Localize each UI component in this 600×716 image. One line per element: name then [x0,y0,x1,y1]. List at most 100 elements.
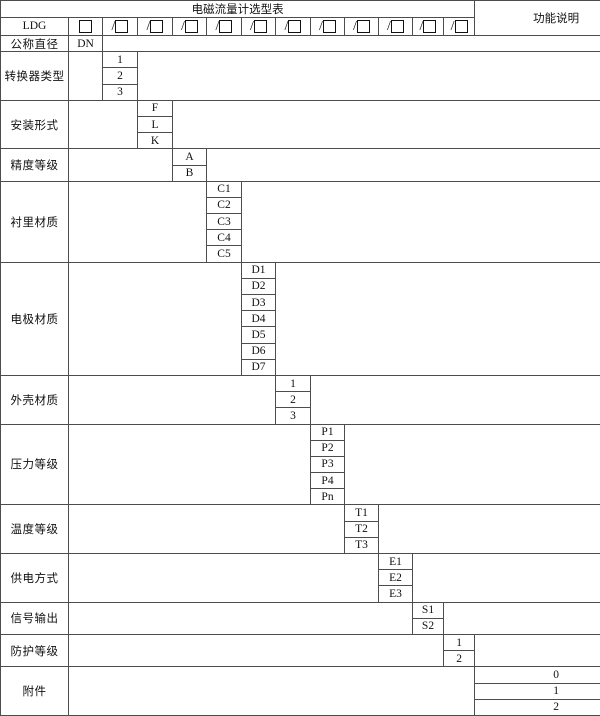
code-cell-8-0[interactable]: T1 [344,504,379,522]
code-cell-1-2[interactable]: 3 [102,83,138,101]
row-label-5: 电极材质 [0,261,69,376]
table-row: 精度等级A0.5级 [0,148,600,182]
empty-box-icon [253,20,267,33]
code-cell-2-1[interactable]: L [137,115,173,134]
code-cell-1-0[interactable]: 1 [102,51,138,69]
slash-separator: / [419,19,424,34]
row-label-1: 转换器类型 [0,51,69,101]
code-cell-9-1[interactable]: E2 [378,569,413,587]
filler-right-9 [411,553,600,603]
code-cell-7-3[interactable]: P4 [310,472,345,490]
code-cell-5-5[interactable]: D6 [241,342,276,360]
code-cell-5-2[interactable]: D3 [241,293,276,312]
filler-right-2 [171,99,600,150]
code-cell-11-1[interactable]: 2 [442,650,476,668]
filler-left-9 [68,553,379,603]
model-box-8[interactable]: / [344,17,379,36]
code-cell-4-4[interactable]: C5 [206,245,242,263]
table-row: 附件0不接地 [0,666,600,716]
model-box-9[interactable]: / [378,17,413,36]
code-cell-5-1[interactable]: D2 [241,277,276,296]
code-cell-1-1[interactable]: 2 [102,67,138,85]
code-cell-10-0[interactable]: S1 [412,601,444,619]
row-label-6: 外壳材质 [0,374,69,425]
slash-separator: / [387,19,391,34]
empty-box-icon [150,20,164,33]
model-box-6[interactable]: / [275,17,311,36]
model-box-7[interactable]: / [310,17,345,36]
code-cell-4-2[interactable]: C3 [206,213,242,231]
filler-left-1 [68,51,103,101]
filler-right-8 [377,504,600,554]
filler-left-3 [68,148,173,182]
code-cell-3-0[interactable]: A [172,148,207,166]
filler-right-5 [274,261,600,376]
slash-separator: / [450,19,455,34]
code-cell-6-2[interactable]: 3 [275,407,311,425]
filler-left-10 [68,601,413,635]
table-row: 2刮刀电极 [1,698,600,716]
table-row: E224VDC [1,569,600,587]
empty-box-icon [79,20,92,33]
code-cell-7-2[interactable]: P3 [310,455,345,474]
code-cell-10-1[interactable]: S2 [412,617,444,635]
slash-separator: / [353,19,357,34]
code-cell-12-1[interactable]: 1 [474,682,600,700]
filler-left-11 [68,633,444,668]
code-cell-12-2[interactable]: 2 [474,698,600,716]
filler-left-6 [68,374,276,425]
filler-left-5 [68,261,242,376]
code-cell-8-1[interactable]: T2 [344,520,379,538]
filler-right-11 [474,633,600,668]
table-row: P31.0MPa（DN200~DN600） [1,455,600,474]
code-cell-6-0[interactable]: 1 [275,374,311,393]
filler-right-10 [442,601,600,635]
code-cell-2-2[interactable]: K [137,132,173,150]
model-box-2[interactable]: / [137,17,173,36]
table-row: P21.6MPa（DN15~150） [1,439,600,457]
code-cell-2-0[interactable]: F [137,99,173,117]
code-cell-8-2[interactable]: T3 [344,536,379,555]
code-cell-7-4[interactable]: Pn [310,488,345,506]
code-cell-7-1[interactable]: P2 [310,439,345,457]
filler-left-2 [68,99,138,150]
code-cell-7-0[interactable]: P1 [310,423,345,441]
code-cell-4-3[interactable]: C4 [206,229,242,247]
slash-separator: / [250,19,254,34]
code-cell-5-3[interactable]: D4 [241,310,276,328]
model-box-3[interactable]: / [172,17,207,36]
table-row: D7碳化钨 [1,358,600,376]
code-cell-9-2[interactable]: E3 [378,585,413,603]
code-cell-5-0[interactable]: D1 [241,261,276,279]
code-cell-6-1[interactable]: 2 [275,391,311,409]
code-cell-3-1[interactable]: B [172,164,207,182]
table-row: 转换器类型1一体式 [0,51,600,101]
row-label-2: 安装形式 [0,99,69,150]
empty-box-icon [356,20,370,33]
model-box-10[interactable]: / [412,17,444,36]
code-cell-11-0[interactable]: 1 [442,633,476,652]
row-label-7: 压力等级 [0,423,69,506]
model-box-0[interactable] [68,17,103,36]
code-cell-12-0[interactable]: 0 [474,666,600,684]
model-box-11[interactable]: / [442,17,476,36]
table-title: 电磁流量计选型表 [0,0,476,18]
code-cell-9-0[interactable]: E1 [378,552,413,571]
model-box-5[interactable]: / [241,17,276,36]
code-cell-4-1[interactable]: C2 [206,196,242,215]
code-cell-5-6[interactable]: D7 [241,358,276,376]
model-box-1[interactable]: / [102,17,138,36]
slash-separator: / [181,19,185,34]
code-cell-0-0[interactable]: DN [68,34,103,53]
model-box-4[interactable]: / [206,17,242,36]
table-row: 2IP68 [1,650,600,668]
code-cell-5-4[interactable]: D5 [241,326,276,344]
row-label-12: 附件 [0,666,69,716]
model-prefix: LDG [0,17,69,36]
table-row: T2＜120℃(PTEP/FEP) [1,520,600,538]
code-cell-4-0[interactable]: C1 [206,180,242,198]
filler-right-7 [343,423,600,506]
empty-box-icon [390,20,404,33]
